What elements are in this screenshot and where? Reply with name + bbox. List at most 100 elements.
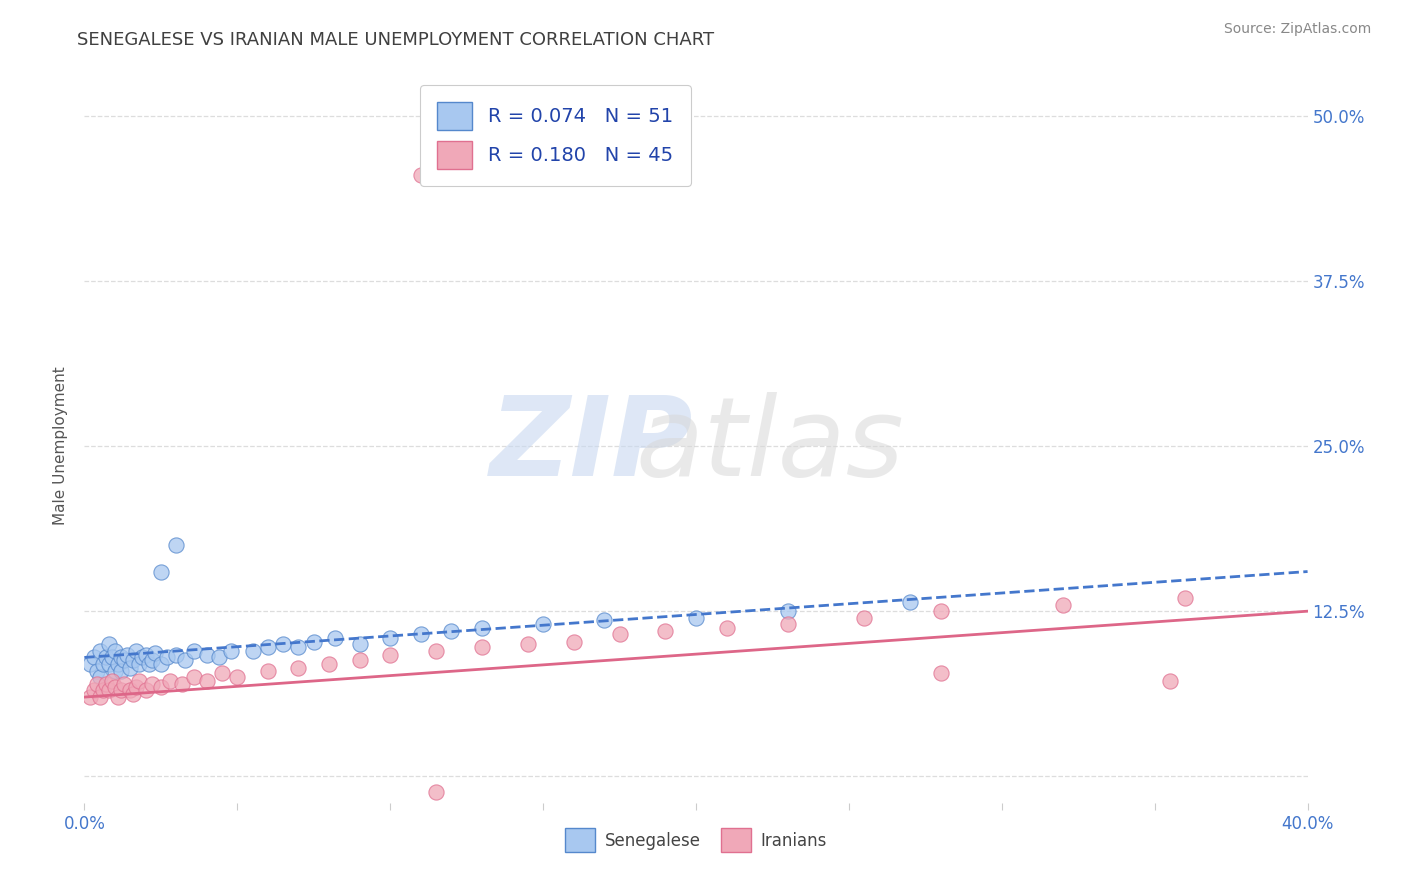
Point: [104, 680, 127, 694]
Point: [112, 677, 135, 691]
Point: [131, 650, 153, 665]
Point: [776, 604, 799, 618]
Point: [302, 634, 325, 648]
Point: [107, 690, 129, 704]
Point: [208, 650, 231, 665]
Point: [380, 648, 402, 662]
Point: [183, 644, 205, 658]
Point: [128, 674, 150, 689]
Point: [183, 670, 205, 684]
Point: [122, 688, 145, 702]
Point: [125, 680, 148, 694]
Point: [104, 664, 127, 678]
Point: [654, 624, 676, 638]
Point: [159, 674, 181, 689]
Point: [149, 657, 172, 671]
Point: [380, 631, 402, 645]
Point: [110, 650, 132, 665]
Point: [323, 631, 346, 645]
Point: [685, 611, 707, 625]
Point: [91, 683, 114, 698]
Point: [107, 657, 129, 671]
Point: [83, 650, 105, 665]
Point: [172, 677, 194, 691]
Point: [94, 650, 117, 665]
Point: [110, 683, 132, 698]
Point: [79, 690, 101, 704]
Point: [257, 664, 280, 678]
Point: [471, 640, 494, 654]
Point: [776, 617, 799, 632]
Point: [83, 683, 105, 698]
Point: [120, 661, 142, 675]
Point: [211, 666, 233, 681]
Point: [79, 657, 101, 671]
Point: [141, 677, 163, 691]
Point: [110, 664, 132, 678]
Point: [120, 683, 142, 698]
Point: [425, 644, 447, 658]
Point: [149, 565, 172, 579]
Legend: Senegalese, Iranians: Senegalese, Iranians: [558, 822, 834, 859]
Point: [516, 637, 538, 651]
Point: [242, 644, 264, 658]
Point: [195, 648, 218, 662]
Point: [89, 670, 111, 684]
Point: [128, 657, 150, 671]
Point: [138, 657, 160, 671]
Point: [135, 648, 157, 662]
Point: [97, 683, 120, 698]
Point: [929, 604, 952, 618]
Point: [91, 657, 114, 671]
Point: [149, 680, 172, 694]
Point: [141, 653, 163, 667]
Text: Source: ZipAtlas.com: Source: ZipAtlas.com: [1223, 22, 1371, 37]
Text: SENEGALESE VS IRANIAN MALE UNEMPLOYMENT CORRELATION CHART: SENEGALESE VS IRANIAN MALE UNEMPLOYMENT …: [77, 31, 714, 49]
Point: [609, 626, 631, 640]
Point: [471, 621, 494, 635]
Point: [104, 644, 127, 658]
Point: [425, 785, 447, 799]
Point: [86, 677, 108, 691]
Point: [156, 650, 179, 665]
Point: [219, 644, 242, 658]
Point: [195, 674, 218, 689]
Point: [125, 644, 148, 658]
Point: [716, 621, 738, 635]
Point: [89, 644, 111, 658]
Y-axis label: Male Unemployment: Male Unemployment: [53, 367, 69, 525]
Point: [135, 683, 157, 698]
Point: [97, 637, 120, 651]
Point: [1159, 674, 1181, 689]
Point: [115, 648, 138, 662]
Point: [143, 647, 166, 661]
Point: [271, 637, 294, 651]
Point: [287, 661, 309, 675]
Point: [122, 653, 145, 667]
Point: [853, 611, 876, 625]
Point: [94, 677, 117, 691]
Point: [165, 538, 187, 552]
Point: [531, 617, 554, 632]
Point: [287, 640, 309, 654]
Point: [349, 653, 371, 667]
Text: atlas: atlas: [636, 392, 904, 500]
Point: [165, 648, 187, 662]
Point: [1174, 591, 1197, 605]
Point: [898, 595, 921, 609]
Point: [440, 624, 463, 638]
Point: [593, 614, 616, 628]
Point: [174, 653, 197, 667]
Point: [97, 657, 120, 671]
Point: [409, 168, 432, 182]
Point: [1052, 598, 1074, 612]
Point: [226, 670, 249, 684]
Point: [86, 664, 108, 678]
Point: [562, 634, 585, 648]
Text: ZIP: ZIP: [491, 392, 693, 500]
Point: [349, 637, 371, 651]
Point: [101, 674, 124, 689]
Point: [318, 657, 340, 671]
Point: [409, 626, 432, 640]
Point: [257, 640, 280, 654]
